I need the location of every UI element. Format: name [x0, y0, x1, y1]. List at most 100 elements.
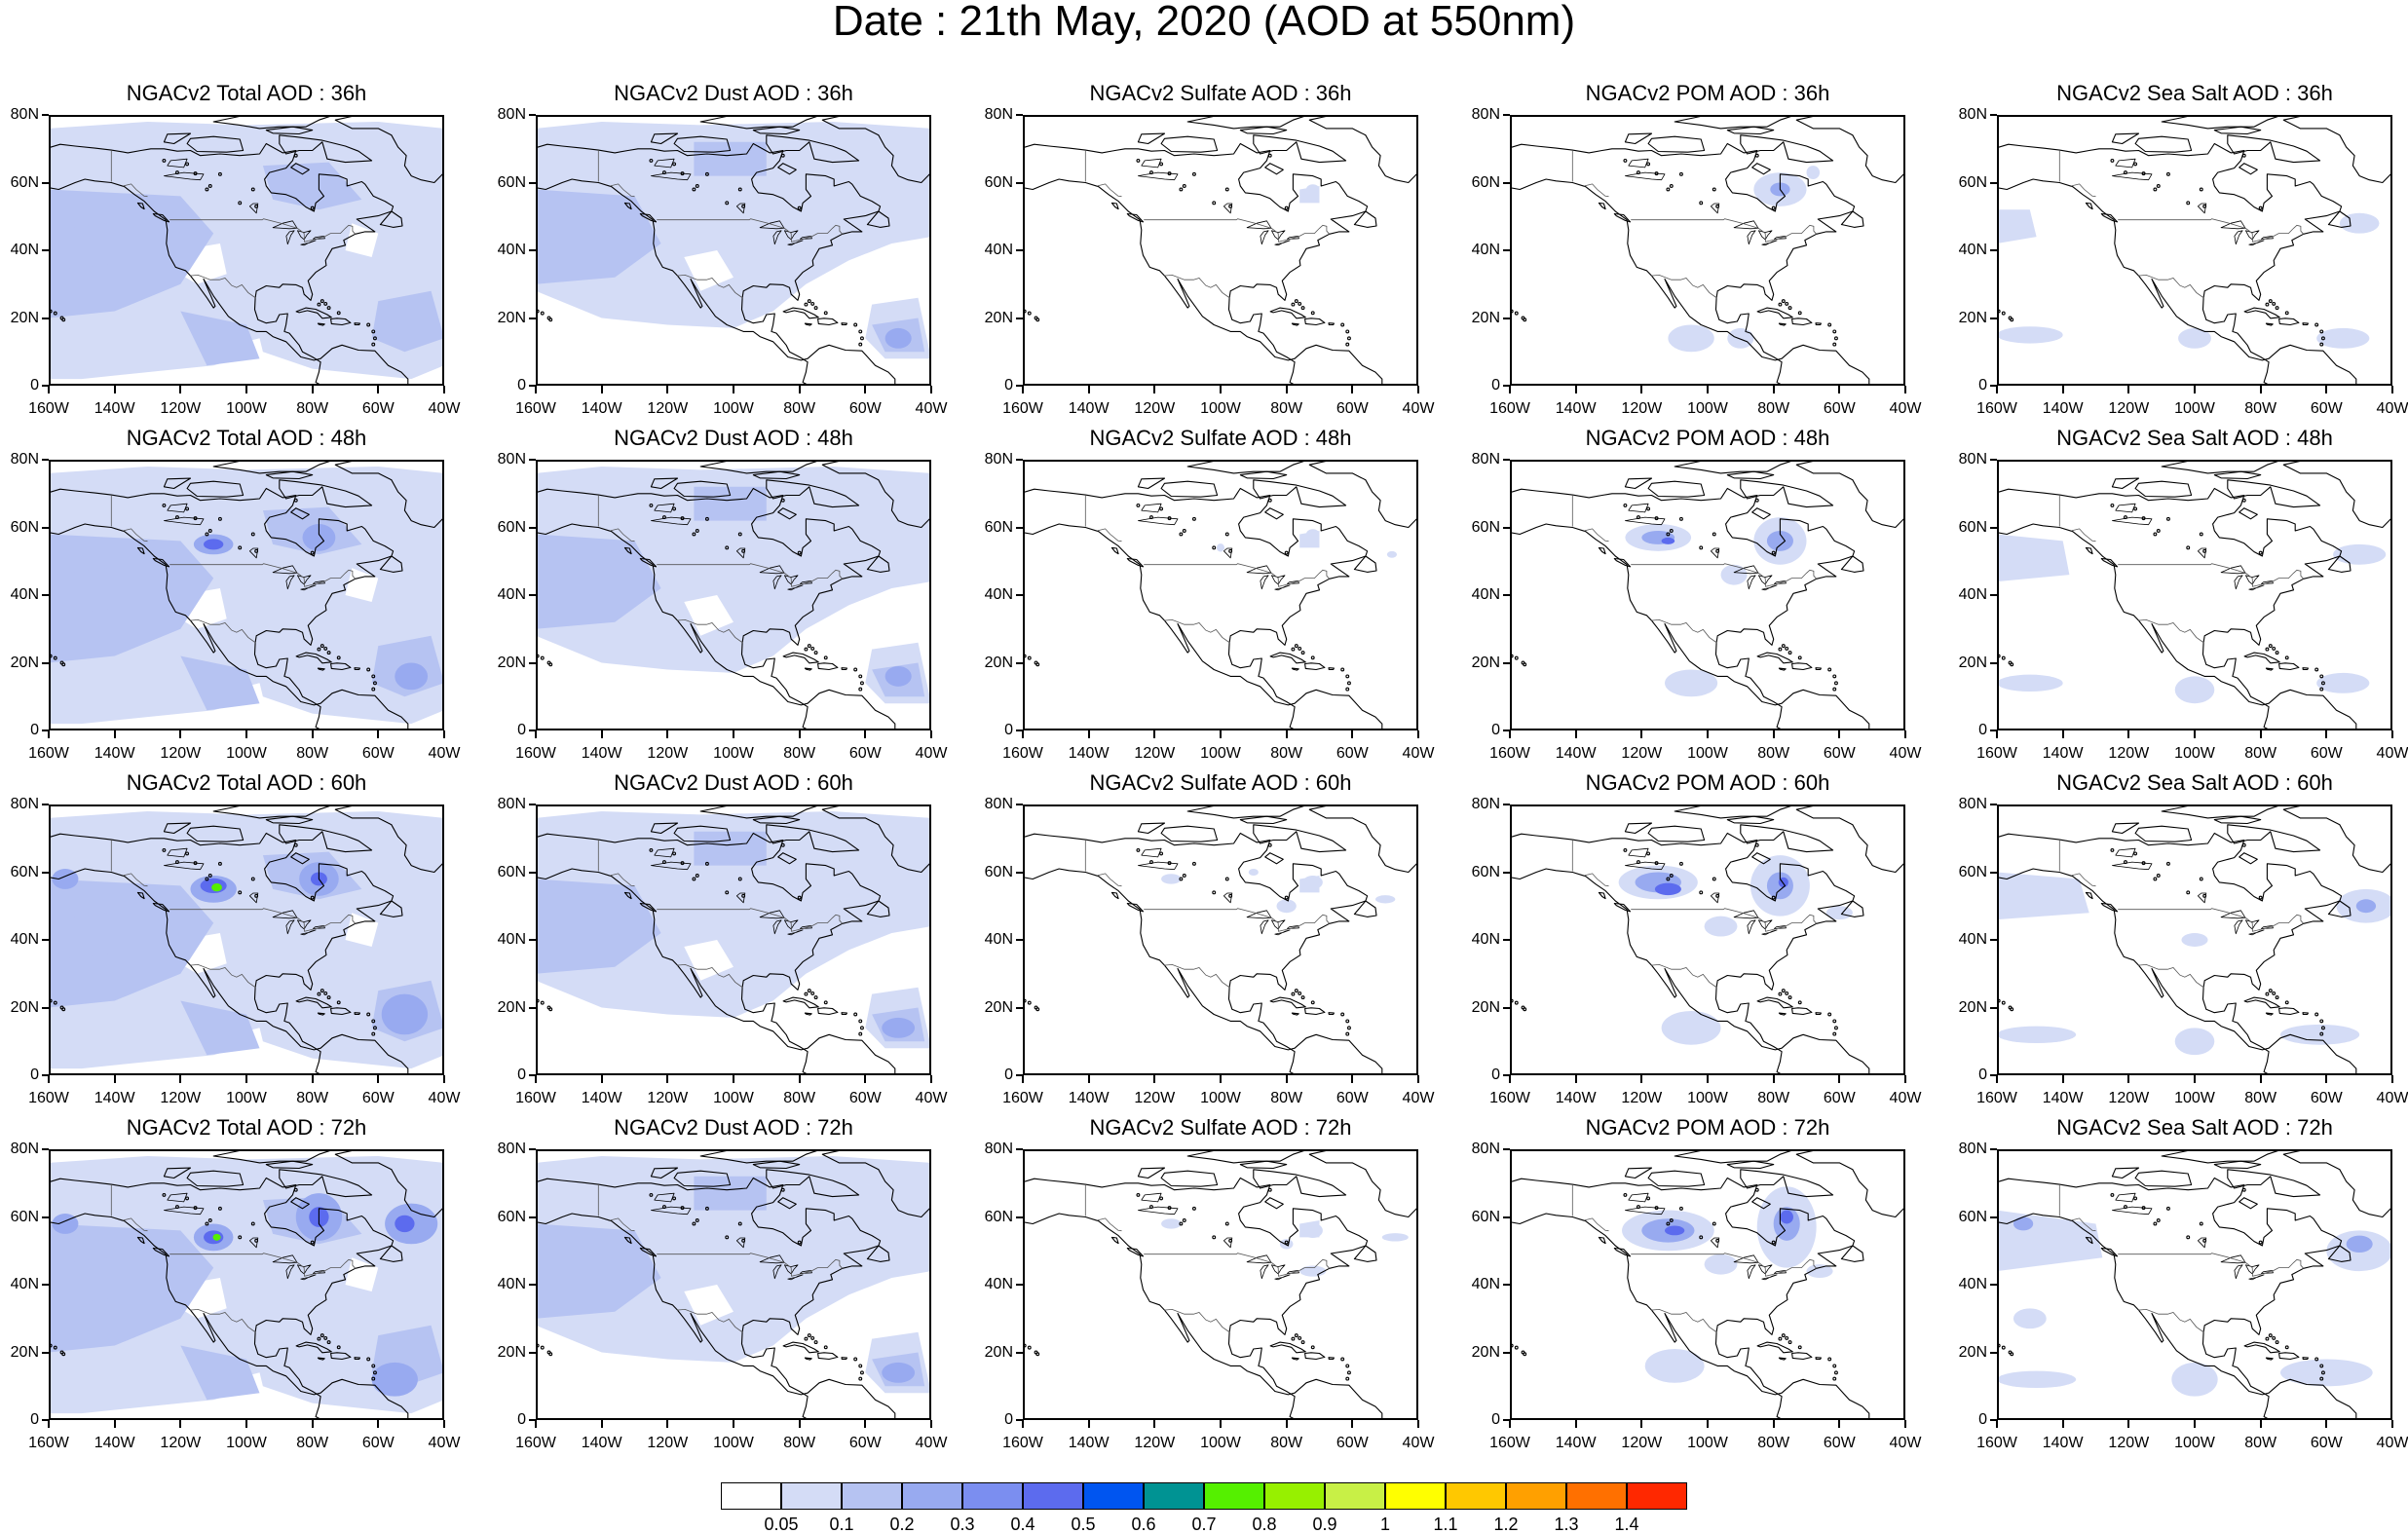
lon-tick-mark	[2325, 730, 2328, 738]
lat-tick-mark	[1990, 804, 1997, 805]
lon-tick-mark	[1417, 1420, 1419, 1428]
map-panel-total-48h: NGACv2 Total AOD : 48h 0 20N 40N 60N 80N 160W 1…	[11, 427, 461, 762]
lon-tick-mark	[179, 1420, 182, 1428]
lon-tick-mark	[48, 386, 50, 393]
lon-tick-label: 100W	[1687, 400, 1728, 417]
lat-tick-mark	[1990, 1148, 1997, 1150]
lon-tick-label: 100W	[226, 1090, 267, 1106]
colorbar-swatch	[1264, 1482, 1325, 1510]
lon-tick-label: 40W	[2376, 1435, 2408, 1451]
lat-tick-label: 80N	[1958, 106, 1987, 123]
aod-map	[49, 804, 444, 1075]
lat-tick-label: 0	[1491, 1066, 1500, 1083]
colorbar-label: 1	[1379, 1515, 1390, 1534]
colorbar-swatch	[1506, 1482, 1566, 1510]
lat-tick-mark	[42, 594, 49, 596]
lon-tick-label: 140W	[2042, 400, 2084, 417]
lon-tick-mark	[535, 386, 537, 393]
lon-tick-label: 80W	[1757, 1090, 1790, 1106]
colorbar-swatch	[1325, 1482, 1385, 1510]
aod-field-pom	[1618, 855, 1853, 1045]
lat-tick-mark	[42, 249, 49, 251]
lon-tick-label: 100W	[1687, 1090, 1728, 1106]
lat-tick-mark	[1016, 1216, 1023, 1218]
lat-tick-label: 60N	[10, 863, 39, 880]
lon-tick-label: 120W	[1621, 1090, 1663, 1106]
aod-map	[536, 115, 931, 386]
lon-tick-mark	[1838, 1420, 1841, 1428]
colorbar-swatch	[1566, 1482, 1627, 1510]
lon-tick-label: 120W	[1621, 1435, 1663, 1451]
lon-tick-mark	[864, 730, 867, 738]
lat-tick-mark	[1503, 459, 1510, 461]
lat-tick-mark	[1016, 730, 1023, 731]
lat-tick-label: 0	[517, 1066, 526, 1083]
lat-tick-mark	[1990, 526, 1997, 529]
lon-tick-mark	[443, 386, 445, 393]
lat-tick-mark	[1503, 249, 1510, 251]
country-borders	[597, 1184, 843, 1333]
lat-tick-mark	[529, 1148, 536, 1150]
lon-tick-mark	[2259, 1420, 2262, 1428]
lon-tick-mark	[600, 1420, 603, 1428]
lon-tick-mark	[443, 730, 445, 738]
lon-tick-label: 160W	[1002, 745, 1043, 762]
lat-tick-mark	[529, 459, 536, 461]
lon-tick-mark	[2061, 1420, 2064, 1428]
lat-tick-mark	[529, 1006, 536, 1009]
panel-title: NGACv2 Total AOD : 60h	[126, 770, 367, 795]
country-borders	[1571, 840, 1817, 989]
lon-tick-label: 60W	[361, 1435, 395, 1451]
lat-tick-label: 0	[1978, 1066, 1987, 1083]
lon-tick-mark	[600, 386, 603, 393]
aod-map	[1997, 804, 2392, 1075]
lat-tick-label: 40N	[10, 242, 39, 258]
colorbar-label: 0.5	[1071, 1515, 1096, 1534]
lon-tick-label: 120W	[160, 745, 202, 762]
lon-tick-mark	[2259, 386, 2262, 393]
aod-map	[536, 1149, 931, 1420]
panel-title: NGACv2 Dust AOD : 60h	[614, 770, 853, 795]
coastlines	[536, 804, 931, 1075]
lon-tick-mark	[535, 1075, 537, 1083]
panel-title: NGACv2 POM AOD : 36h	[1585, 81, 1830, 105]
country-borders	[110, 840, 356, 989]
lat-tick-mark	[1016, 1006, 1023, 1009]
lon-tick-label: 160W	[1489, 745, 1530, 762]
aod-map	[49, 1149, 444, 1420]
lat-tick-label: 80N	[497, 106, 526, 123]
lon-tick-label: 120W	[1134, 1090, 1176, 1106]
lat-tick-mark	[1990, 459, 1997, 461]
lon-tick-label: 160W	[1976, 1435, 2017, 1451]
coastlines	[1997, 804, 2392, 1075]
lon-tick-mark	[1772, 1075, 1775, 1083]
lon-tick-mark	[2259, 1075, 2262, 1083]
lon-tick-label: 160W	[1002, 1090, 1043, 1106]
lon-tick-mark	[1285, 1420, 1288, 1428]
panel-title: NGACv2 Sea Salt AOD : 72h	[2056, 1115, 2333, 1140]
country-borders	[2058, 1184, 2304, 1333]
lat-tick-label: 20N	[1471, 1343, 1500, 1361]
lat-tick-label: 20N	[1471, 998, 1500, 1016]
lat-tick-mark	[1503, 1148, 1510, 1150]
lat-tick-label: 20N	[984, 1343, 1013, 1361]
lon-tick-mark	[1640, 730, 1643, 738]
country-borders	[1571, 150, 1817, 299]
lat-tick-label: 0	[1004, 377, 1013, 393]
lat-tick-label: 60N	[984, 518, 1013, 536]
lat-tick-label: 80N	[10, 796, 39, 812]
lon-tick-mark	[733, 1075, 734, 1083]
lat-tick-mark	[1503, 1284, 1510, 1286]
lat-tick-label: 40N	[10, 931, 39, 948]
lon-tick-label: 60W	[848, 1435, 882, 1451]
lon-tick-label: 80W	[783, 745, 816, 762]
lat-tick-mark	[1990, 594, 1997, 596]
lat-tick-label: 0	[517, 722, 526, 738]
lon-tick-label: 140W	[2042, 1090, 2084, 1106]
lat-tick-label: 20N	[10, 1343, 39, 1361]
lon-tick-label: 160W	[515, 400, 556, 417]
country-borders	[1084, 840, 1330, 989]
country-borders	[1084, 1184, 1330, 1333]
lon-tick-mark	[1904, 1075, 1906, 1083]
lon-tick-label: 100W	[713, 1435, 754, 1451]
